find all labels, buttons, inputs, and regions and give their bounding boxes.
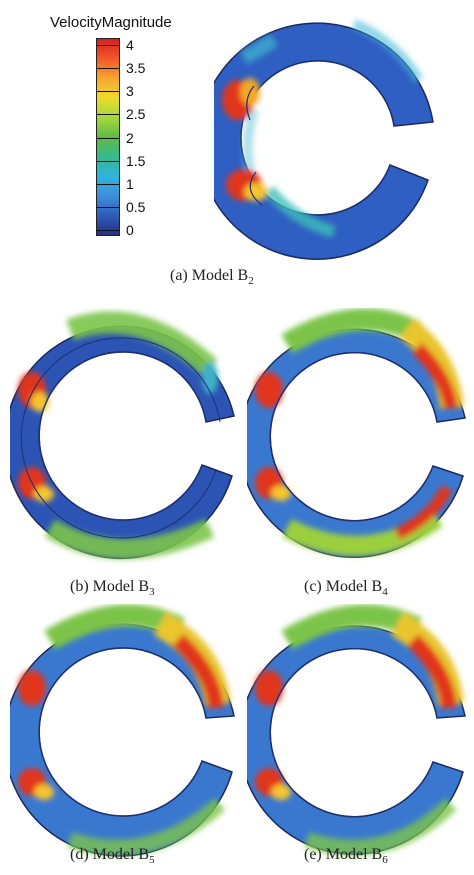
- contour-plot-model-b3: [10, 311, 235, 559]
- legend-label: 4: [126, 37, 134, 53]
- legend-label: 0.5: [126, 199, 146, 215]
- legend-tick: [96, 114, 120, 115]
- caption-model-b6: (e) Model B6: [304, 846, 388, 867]
- legend-tick: [96, 68, 120, 69]
- contour-plot-model-b6: [247, 604, 466, 856]
- legend-label: 0: [126, 222, 134, 238]
- caption-model-b4: (c) Model B4: [304, 578, 388, 599]
- legend-label: 2.5: [126, 106, 146, 122]
- legend-label: 2: [126, 130, 134, 146]
- contour-plot-model-b5: [10, 604, 235, 857]
- legend-label: 1.5: [126, 153, 146, 169]
- legend-tick: [96, 138, 120, 139]
- legend-label: 1: [126, 176, 134, 192]
- legend-tick: [96, 91, 120, 92]
- legend-label: 3.5: [126, 60, 146, 76]
- contour-plot-model-b2: [214, 19, 434, 260]
- legend-label: 3: [126, 83, 134, 99]
- legend-tick: [96, 184, 120, 185]
- caption-model-b2: (a) Model B2: [170, 267, 254, 288]
- legend-tick: [96, 161, 120, 162]
- caption-model-b3: (b) Model B3: [70, 578, 155, 599]
- legend-title: VelocityMagnitude: [50, 14, 172, 31]
- caption-model-b5: (d) Model B5: [70, 846, 155, 867]
- color-scale-bar: [96, 38, 120, 236]
- contour-plot-model-b4: [247, 308, 466, 558]
- legend-tick: [96, 230, 120, 231]
- legend-tick: [96, 207, 120, 208]
- legend-tick: [96, 45, 120, 46]
